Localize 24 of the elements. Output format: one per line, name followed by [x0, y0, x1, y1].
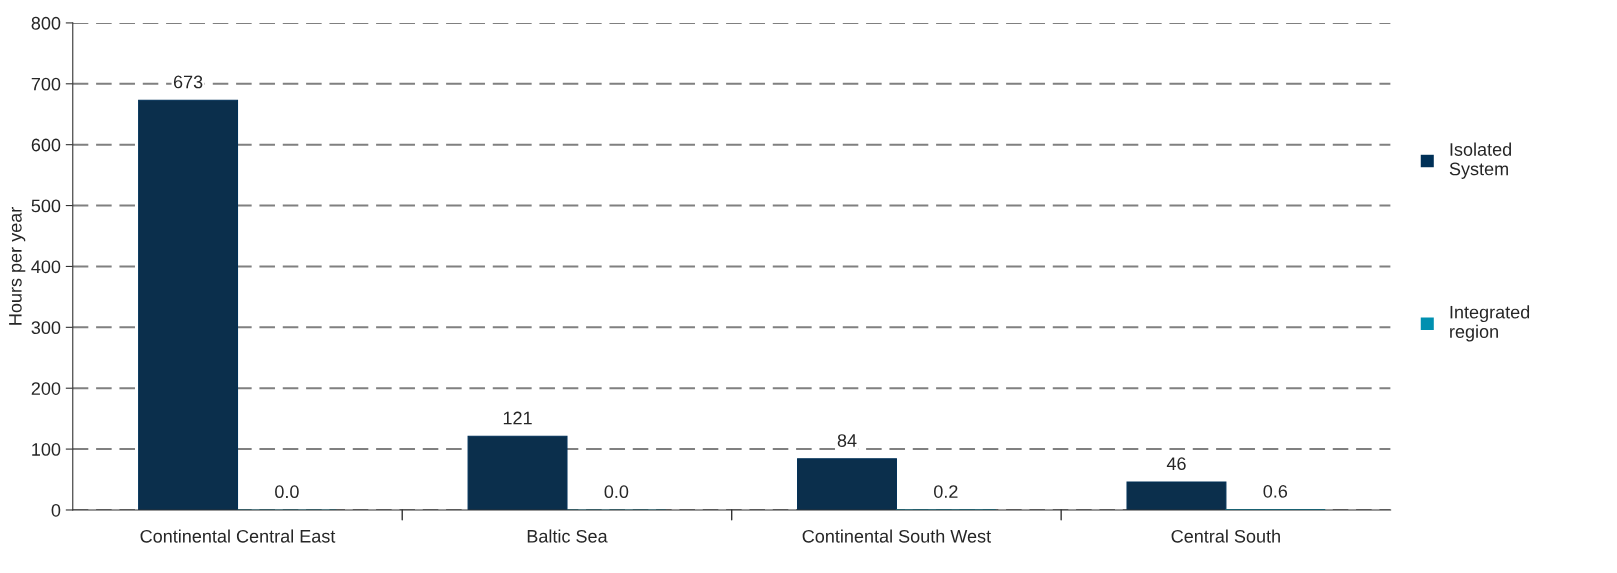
data-label: 673 — [173, 75, 203, 89]
data-label: 46 — [1166, 457, 1186, 471]
data-label: 0.0 — [275, 485, 299, 499]
data-label: 0.2 — [934, 485, 958, 498]
y-axis-title: Hours per year — [9, 207, 26, 325]
y-tick-label: 100 — [32, 443, 61, 456]
y-tick-label: 200 — [31, 382, 61, 395]
y-tick-label: 500 — [31, 199, 61, 213]
x-tick-label: Central South — [1171, 529, 1280, 543]
y-tick-label: 0 — [51, 503, 61, 517]
y-tick-label: 800 — [31, 16, 61, 30]
y-tick-label: 300 — [31, 321, 61, 335]
data-label: 84 — [837, 434, 857, 447]
data-label: 0.6 — [1263, 484, 1288, 498]
y-tick-label: 600 — [31, 138, 61, 152]
data-label: 121 — [503, 411, 532, 425]
legend-label: Integrated region — [1450, 305, 1530, 342]
legend-label: Isolated System — [1449, 142, 1512, 179]
x-tick-label: Baltic Sea — [527, 529, 608, 543]
y-tick-label: 700 — [31, 77, 61, 91]
data-label: 0.0 — [604, 485, 629, 499]
x-tick-label: Continental Central East — [140, 529, 336, 543]
x-tick-label: Continental South West — [802, 529, 991, 543]
y-tick-label: 400 — [31, 260, 61, 274]
